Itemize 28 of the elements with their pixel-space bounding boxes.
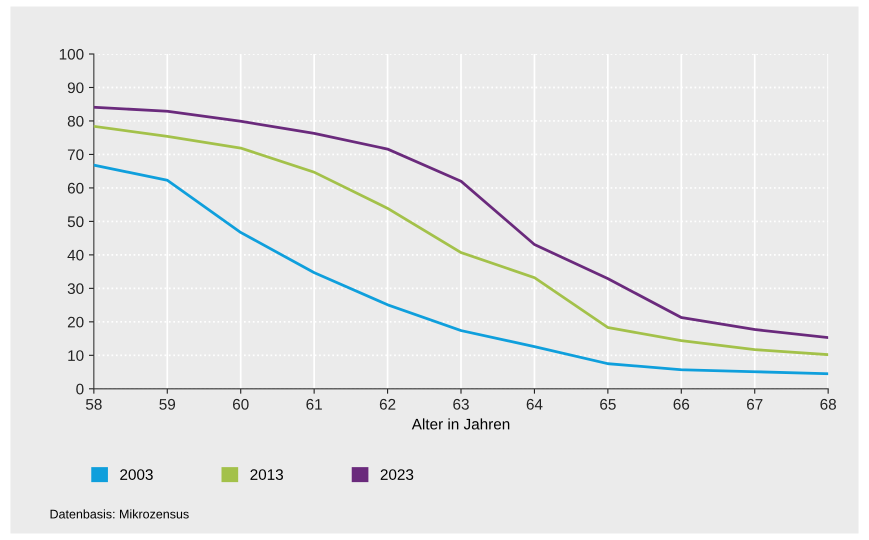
legend-label: 2023 <box>380 469 414 480</box>
x-tick-label: 68 <box>820 398 836 410</box>
y-tick-label: 50 <box>68 216 84 228</box>
x-tick-label: 62 <box>380 398 396 410</box>
x-tick-label: 64 <box>526 398 542 410</box>
y-tick-label: 10 <box>68 350 84 362</box>
y-tick-label: 90 <box>68 82 84 94</box>
line-series <box>94 164 828 376</box>
y-tick-label: 70 <box>68 149 84 160</box>
y-tick-label: 60 <box>68 182 84 194</box>
x-tick-label: 59 <box>159 398 176 410</box>
x-axis-title: Alter in Jahren <box>412 418 510 430</box>
y-tick-label: 40 <box>67 250 84 261</box>
x-tick-label: 63 <box>453 398 469 410</box>
y-tick-label: 30 <box>68 283 84 294</box>
x-tick-label: 66 <box>674 398 690 410</box>
x-tick-label: 60 <box>232 398 249 410</box>
x-tick-label: 61 <box>306 398 322 410</box>
legend-label: 2003 <box>120 469 153 480</box>
y-tick-label: 0 <box>76 384 84 394</box>
text: Datenbasis: Mikrozensus <box>50 509 189 519</box>
y-tick-label: 80 <box>68 116 84 127</box>
x-tick-label: 65 <box>600 398 616 410</box>
y-tick-label: 100 <box>60 48 84 60</box>
x-tick-label: 58 <box>86 398 102 410</box>
y-tick-label: 20 <box>68 316 84 328</box>
legend-label: 2013 <box>250 469 284 480</box>
x-tick-label: 67 <box>747 398 762 410</box>
